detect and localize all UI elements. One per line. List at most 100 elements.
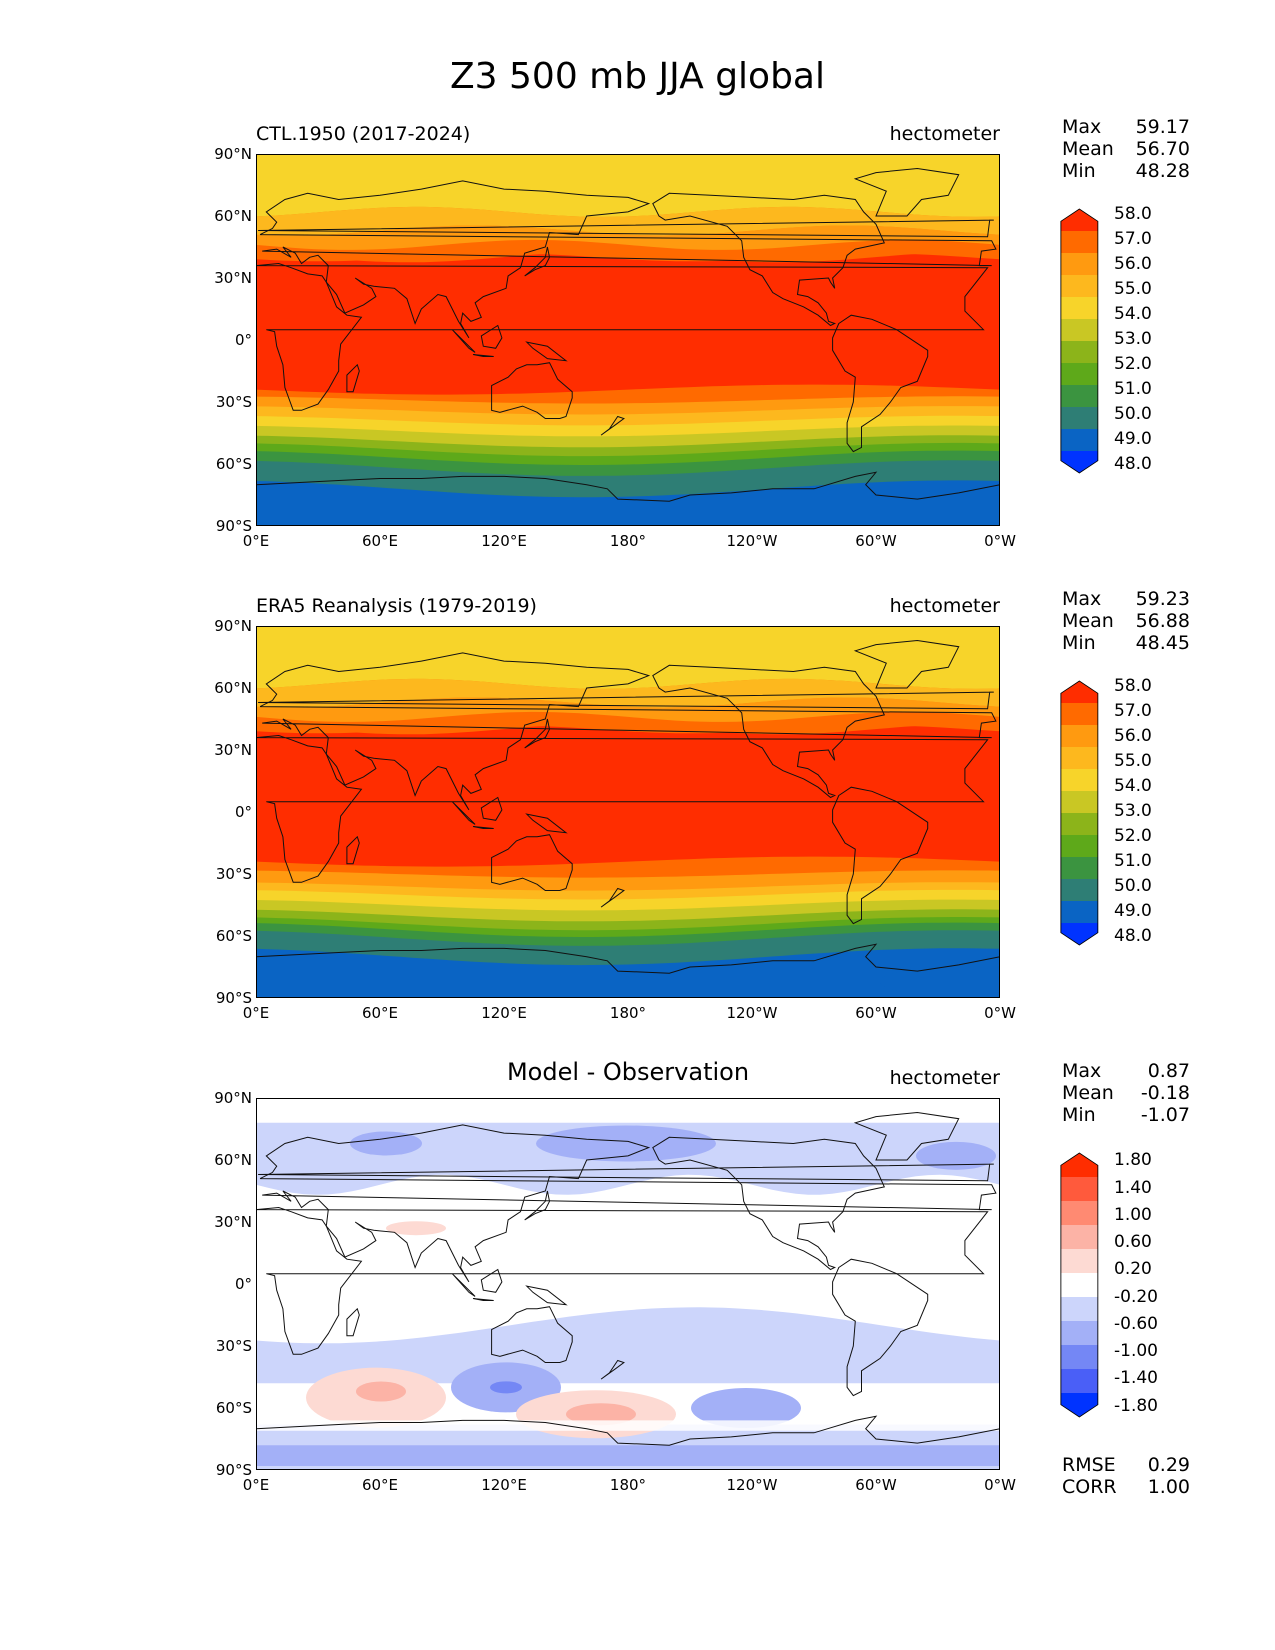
colorbar bbox=[1060, 680, 1099, 946]
stat-row: Mean -0.18 bbox=[1062, 1082, 1190, 1104]
colorbar-segment bbox=[1060, 1153, 1098, 1177]
colorbar-segment bbox=[1060, 319, 1098, 342]
y-tick-label: 30°N bbox=[214, 741, 252, 759]
colorbar-segment bbox=[1060, 341, 1098, 364]
colorbar-segment bbox=[1060, 1273, 1098, 1298]
x-tick-label: 60°E bbox=[361, 532, 399, 550]
colorbar-segment bbox=[1060, 1201, 1098, 1226]
map-plot bbox=[256, 154, 1000, 526]
colorbar-segment bbox=[1060, 725, 1098, 748]
map-plot bbox=[256, 1098, 1000, 1470]
y-tick-label: 0° bbox=[234, 1275, 252, 1293]
stat-value: 48.28 bbox=[1135, 160, 1190, 182]
panel-title: CTL.1950 (2017-2024) bbox=[256, 123, 471, 145]
stat-row: Max 59.23 bbox=[1062, 588, 1190, 610]
colorbar-tick-label: 55.0 bbox=[1114, 279, 1152, 299]
x-tick-label: 0°E bbox=[242, 1476, 270, 1494]
panel-title: ERA5 Reanalysis (1979-2019) bbox=[256, 595, 537, 617]
y-tick-label: 60°N bbox=[214, 679, 252, 697]
contour-fill bbox=[256, 1098, 1000, 1470]
y-tick-label: 60°N bbox=[214, 1151, 252, 1169]
stats-block: Max 59.17 Mean 56.70 Min 48.28 bbox=[1062, 116, 1190, 182]
x-tick-label: 0°W bbox=[984, 1476, 1016, 1494]
stat-row: RMSE 0.29 bbox=[1062, 1454, 1190, 1476]
stat-row: Mean 56.70 bbox=[1062, 138, 1190, 160]
x-tick-label: 120°E bbox=[481, 1476, 527, 1494]
colorbar-segment bbox=[1060, 769, 1098, 792]
colorbar-tick-label: 53.0 bbox=[1114, 801, 1152, 821]
x-tick-label: 60°W bbox=[855, 532, 897, 550]
colorbar-tick-label: 57.0 bbox=[1114, 701, 1152, 721]
panel-title: Model - Observation bbox=[506, 1058, 750, 1086]
x-tick-label: 60°W bbox=[855, 1004, 897, 1022]
colorbar-segment bbox=[1060, 1393, 1098, 1417]
colorbar-tick-label: 54.0 bbox=[1114, 776, 1152, 796]
colorbar-tick-label: 0.20 bbox=[1114, 1259, 1152, 1280]
colorbar-segment bbox=[1060, 253, 1098, 276]
colorbar-segment bbox=[1060, 231, 1098, 254]
map-plot bbox=[256, 626, 1000, 998]
colorbar-segment bbox=[1060, 813, 1098, 836]
stat-value: -1.07 bbox=[1140, 1104, 1190, 1126]
y-tick-label: 90°S bbox=[215, 989, 252, 1007]
y-tick-label: 30°S bbox=[215, 393, 252, 411]
stat-row: Max 0.87 bbox=[1062, 1060, 1190, 1082]
colorbar-segment bbox=[1060, 363, 1098, 386]
colorbar-tick-label: 50.0 bbox=[1114, 876, 1152, 896]
colorbar-segment bbox=[1060, 791, 1098, 814]
stat-name: Mean bbox=[1062, 138, 1114, 160]
colorbar-segment bbox=[1060, 681, 1098, 703]
colorbar-tick-label: 48.0 bbox=[1114, 926, 1152, 946]
y-tick-label: 90°S bbox=[215, 1461, 252, 1479]
colorbar-tick-label: 49.0 bbox=[1114, 429, 1152, 449]
stat-row: Min 48.45 bbox=[1062, 632, 1190, 654]
units-label: hectometer bbox=[889, 1067, 1000, 1089]
stat-name: Mean bbox=[1062, 610, 1114, 632]
colorbar-tick-label: 49.0 bbox=[1114, 901, 1152, 921]
colorbar-tick-label: 1.40 bbox=[1114, 1177, 1152, 1198]
y-tick-label: 60°S bbox=[215, 455, 252, 473]
stat-name: Max bbox=[1062, 588, 1102, 610]
stat-name: Min bbox=[1062, 1104, 1096, 1126]
colorbar-tick-label: 0.60 bbox=[1114, 1232, 1152, 1253]
stat-value: 56.70 bbox=[1135, 138, 1190, 160]
colorbar-tick-label: -1.40 bbox=[1114, 1368, 1158, 1389]
stat-value: 59.23 bbox=[1135, 588, 1190, 610]
colorbar-tick-label: 54.0 bbox=[1114, 304, 1152, 324]
units-label: hectometer bbox=[889, 123, 1000, 145]
colorbar-tick-label: 58.0 bbox=[1114, 676, 1152, 696]
stat-name: CORR bbox=[1062, 1476, 1117, 1498]
x-tick-label: 0°E bbox=[242, 1004, 270, 1022]
map-panel: Model - Observation hectometer Max 0.87 Mean… bbox=[0, 1058, 1275, 1532]
colorbar-segment bbox=[1060, 923, 1098, 945]
colorbar-segment bbox=[1060, 275, 1098, 298]
colorbar-tick-label: 1.80 bbox=[1114, 1150, 1152, 1171]
stat-value: 59.17 bbox=[1135, 116, 1190, 138]
x-tick-label: 120°W bbox=[726, 1476, 778, 1494]
stats-block: Max 59.23 Mean 56.88 Min 48.45 bbox=[1062, 588, 1190, 654]
y-tick-label: 60°S bbox=[215, 1399, 252, 1417]
units-label: hectometer bbox=[889, 595, 1000, 617]
stat-name: Mean bbox=[1062, 1082, 1114, 1104]
colorbar-tick-label: -1.00 bbox=[1114, 1341, 1158, 1362]
coastlines bbox=[256, 167, 1000, 502]
colorbar-segment bbox=[1060, 407, 1098, 430]
contour-fill bbox=[256, 154, 1000, 526]
colorbar-tick-label: 1.00 bbox=[1114, 1204, 1152, 1225]
y-tick-label: 60°S bbox=[215, 927, 252, 945]
x-tick-label: 180° bbox=[609, 1004, 647, 1022]
stat-row: Mean 56.88 bbox=[1062, 610, 1190, 632]
stat-value: 1.00 bbox=[1147, 1476, 1190, 1498]
x-tick-label: 120°E bbox=[481, 1004, 527, 1022]
stat-row: Min 48.28 bbox=[1062, 160, 1190, 182]
colorbar-tick-label: 51.0 bbox=[1114, 379, 1152, 399]
colorbar-tick-label: 51.0 bbox=[1114, 851, 1152, 871]
colorbar-tick-label: 52.0 bbox=[1114, 354, 1152, 374]
coastlines bbox=[256, 1111, 1000, 1446]
stat-name: Min bbox=[1062, 632, 1096, 654]
colorbar-segment bbox=[1060, 703, 1098, 726]
x-tick-label: 0°E bbox=[242, 532, 270, 550]
colorbar-tick-label: 48.0 bbox=[1114, 454, 1152, 474]
contour-fill bbox=[256, 626, 1000, 998]
stat-row: Max 59.17 bbox=[1062, 116, 1190, 138]
